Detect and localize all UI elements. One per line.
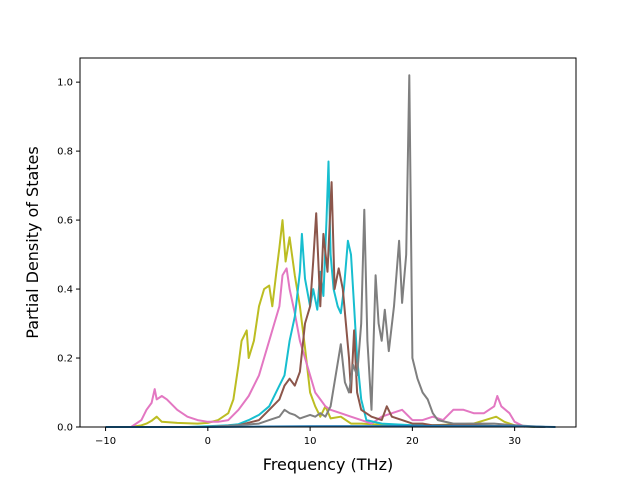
series-line-1 [105,267,526,428]
y-axis-label: Partial Density of States [23,146,42,338]
series-line-4 [105,74,546,428]
series-line-0 [105,219,536,428]
series-line-3 [105,181,546,428]
y-tick-label: 0.4 [57,285,73,296]
y-tick-label: 0.8 [57,147,73,158]
x-tick-label: 20 [406,436,419,447]
x-tick-label: 30 [508,436,521,447]
x-tick-label: 10 [304,436,317,447]
series-line-2 [105,160,546,428]
plot-frame [79,57,577,428]
y-axis-ticks: 0.0 0.2 0.4 0.6 0.8 1.0 [57,78,80,434]
y-tick-label: 0.6 [57,216,73,227]
x-tick-label: −10 [95,436,116,447]
x-axis-ticks: −10 0 10 20 30 [95,427,521,447]
plot-lines [105,74,556,428]
y-tick-label: 0.2 [57,354,73,365]
y-tick-label: 0.0 [57,423,73,434]
x-axis-label: Frequency (THz) [263,455,393,474]
y-tick-label: 1.0 [57,78,73,89]
x-tick-label: 0 [205,436,211,447]
